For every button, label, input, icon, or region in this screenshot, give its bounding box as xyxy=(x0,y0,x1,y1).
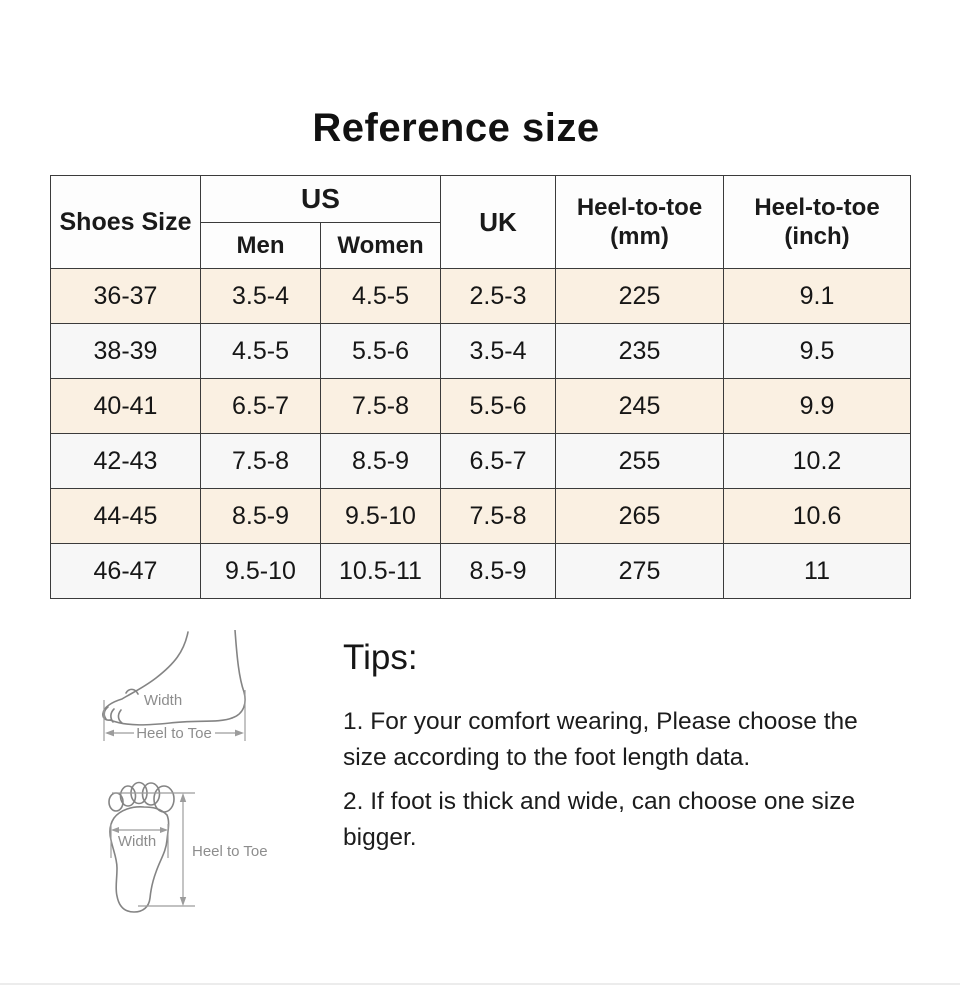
side-width-label: Width xyxy=(144,692,182,709)
header-heel-to-toe-inch: Heel-to-toe (inch) xyxy=(723,175,911,269)
table-row: 44-45 8.5-9 9.5-10 7.5-8 265 10.6 xyxy=(50,488,911,544)
tips-section: Tips: 1. For your comfort wearing, Pleas… xyxy=(343,638,901,864)
table-cell: 46-47 xyxy=(50,543,201,599)
header-us: US xyxy=(200,175,441,223)
header-shoes-size: Shoes Size xyxy=(50,175,201,269)
header-heel-to-toe-mm: Heel-to-toe (mm) xyxy=(555,175,724,269)
footprint-width-label: Width xyxy=(118,833,156,850)
table-cell: 245 xyxy=(555,378,724,434)
tip-item-2: 2. If foot is thick and wide, can choose… xyxy=(343,788,856,851)
table-cell: 9.5 xyxy=(723,323,911,379)
table-cell: 275 xyxy=(555,543,724,599)
table-cell: 38-39 xyxy=(50,323,201,379)
header-heel-inch-line2: (inch) xyxy=(784,223,850,250)
table-row: 38-39 4.5-5 5.5-6 3.5-4 235 9.5 xyxy=(50,323,911,379)
header-heel-mm-line1: Heel-to-toe xyxy=(576,194,703,221)
table-cell: 9.9 xyxy=(723,378,911,434)
table-row: 46-47 9.5-10 10.5-11 8.5-9 275 11 xyxy=(50,543,911,599)
footprint-diagram: Width Heel to Toe xyxy=(100,780,315,922)
table-cell: 10.5-11 xyxy=(320,543,441,599)
footprint-icon: Width Heel to Toe xyxy=(108,781,268,913)
table-cell: 9.5-10 xyxy=(320,488,441,544)
table-cell: 7.5-8 xyxy=(200,433,321,489)
tips-heading: Tips: xyxy=(343,638,418,677)
table-cell: 9.1 xyxy=(723,268,911,324)
table-cell: 265 xyxy=(555,488,724,544)
image-bottom-divider xyxy=(0,983,960,985)
table-cell: 44-45 xyxy=(50,488,201,544)
table-cell: 40-41 xyxy=(50,378,201,434)
table-cell: 42-43 xyxy=(50,433,201,489)
foot-side-view-diagram: Width Heel to Toe xyxy=(98,630,250,750)
table-row: 36-37 3.5-4 4.5-5 2.5-3 225 9.1 xyxy=(50,268,911,324)
table-cell: 8.5-9 xyxy=(320,433,441,489)
header-uk: UK xyxy=(440,175,556,269)
table-cell: 7.5-8 xyxy=(440,488,556,544)
header-us-men: Men xyxy=(200,222,321,269)
table-cell: 10.6 xyxy=(723,488,911,544)
header-us-women: Women xyxy=(320,222,441,269)
table-cell: 4.5-5 xyxy=(200,323,321,379)
table-cell: 2.5-3 xyxy=(440,268,556,324)
foot-side-view-icon: Width Heel to Toe xyxy=(102,630,246,742)
table-cell: 36-37 xyxy=(50,268,201,324)
table-cell: 4.5-5 xyxy=(320,268,441,324)
header-heel-inch-line1: Heel-to-toe xyxy=(754,194,880,221)
tip-item-1: 1. For your comfort wearing, Please choo… xyxy=(343,708,858,771)
table-cell: 225 xyxy=(555,268,724,324)
table-cell: 8.5-9 xyxy=(440,543,556,599)
table-header: Shoes Size US UK Heel-to-toe (mm) Heel-t… xyxy=(50,175,911,269)
table-cell: 3.5-4 xyxy=(440,323,556,379)
table-cell: 8.5-9 xyxy=(200,488,321,544)
table-cell: 9.5-10 xyxy=(200,543,321,599)
table-cell: 235 xyxy=(555,323,724,379)
table-cell: 7.5-8 xyxy=(320,378,441,434)
table-cell: 10.2 xyxy=(723,433,911,489)
table-cell: 3.5-4 xyxy=(200,268,321,324)
table-cell: 11 xyxy=(723,543,911,599)
table-cell: 255 xyxy=(555,433,724,489)
page-title: Reference size xyxy=(312,106,600,150)
header-heel-mm-line2: (mm) xyxy=(610,223,669,250)
table-row: 42-43 7.5-8 8.5-9 6.5-7 255 10.2 xyxy=(50,433,911,489)
table-cell: 6.5-7 xyxy=(200,378,321,434)
table-cell: 5.5-6 xyxy=(440,378,556,434)
table-cell: 5.5-6 xyxy=(320,323,441,379)
side-heel-to-toe-label: Heel to Toe xyxy=(136,725,212,742)
size-reference-table: Shoes Size US UK Heel-to-toe (mm) Heel-t… xyxy=(50,175,911,599)
footprint-heel-to-toe-label: Heel to Toe xyxy=(192,843,268,860)
table-row: 40-41 6.5-7 7.5-8 5.5-6 245 9.9 xyxy=(50,378,911,434)
table-cell: 6.5-7 xyxy=(440,433,556,489)
